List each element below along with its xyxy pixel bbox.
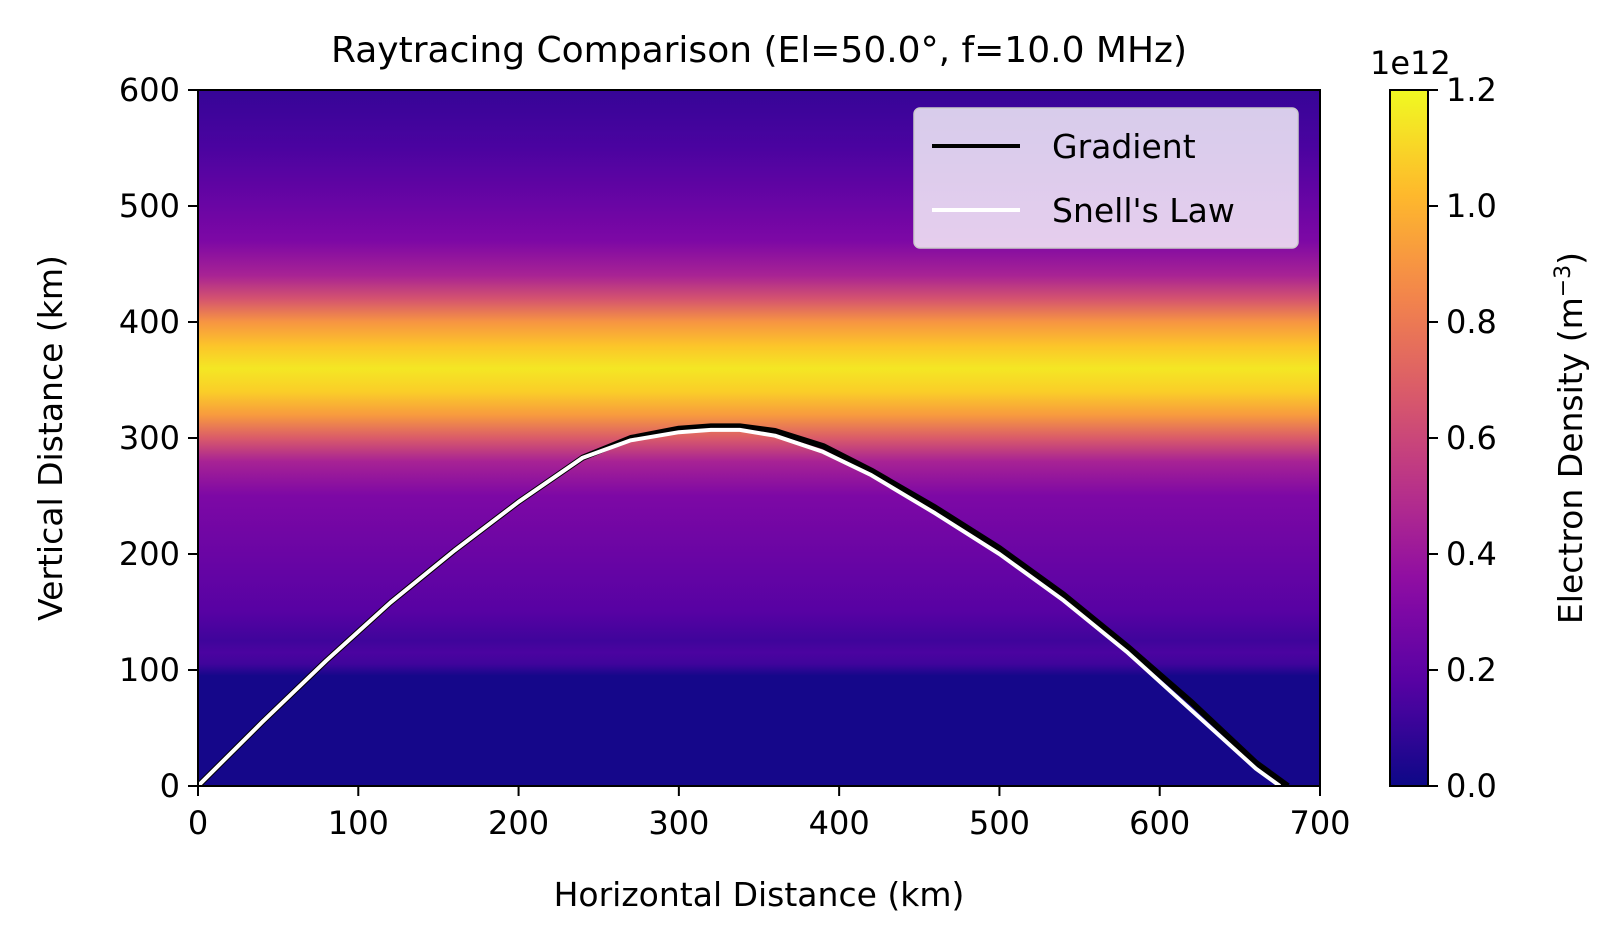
y-axis: 0 100 200 300 400 500 600 (119, 71, 198, 805)
x-tick-label: 300 (648, 804, 709, 842)
colorbar-tick-label: 1.2 (1446, 71, 1497, 109)
legend-label-gradient: Gradient (1052, 127, 1196, 166)
y-axis-label: Vertical Distance (km) (31, 255, 70, 621)
colorbar-tick-label: 0.4 (1446, 535, 1497, 573)
y-tick-label: 0 (160, 767, 180, 805)
colorbar-tick-label: 0.0 (1446, 767, 1497, 805)
colorbar-label-main: Electron Density (m (1551, 297, 1590, 624)
colorbar-label-end: ) (1551, 252, 1590, 265)
legend: Gradient Snell's Law (913, 107, 1299, 249)
x-tick-label: 600 (1129, 804, 1190, 842)
x-tick-label: 700 (1289, 804, 1350, 842)
legend-box (913, 107, 1299, 249)
y-tick-label: 400 (119, 303, 180, 341)
y-tick-label: 300 (119, 419, 180, 457)
y-tick-label: 100 (119, 651, 180, 689)
x-tick-label: 500 (969, 804, 1030, 842)
colorbar-ticks: 0.0 0.2 0.4 0.6 0.8 1.0 1.2 (1428, 71, 1497, 805)
colorbar-strip (1389, 89, 1429, 787)
colorbar: 1e12 0.0 0.2 0.4 0.6 0.8 1.0 1.2 Electron Dens… (1370, 44, 1590, 805)
colorbar-tick-label: 1.0 (1446, 187, 1497, 225)
x-tick-label: 0 (188, 804, 208, 842)
colorbar-multiplier: 1e12 (1370, 44, 1451, 82)
y-tick-label: 500 (119, 187, 180, 225)
colorbar-label-exponent: −3 (1551, 265, 1576, 297)
legend-label-snells-law: Snell's Law (1052, 191, 1235, 230)
colorbar-tick-label: 0.8 (1446, 303, 1497, 341)
x-tick-label: 400 (809, 804, 870, 842)
colorbar-tick-label: 0.6 (1446, 419, 1497, 457)
colorbar-tick-label: 0.2 (1446, 651, 1497, 689)
x-axis-label: Horizontal Distance (km) (554, 875, 965, 914)
chart-title: Raytracing Comparison (El=50.0°, f=10.0 … (331, 30, 1187, 71)
x-axis: 0 100 200 300 400 500 600 700 (188, 786, 1351, 842)
y-tick-label: 200 (119, 535, 180, 573)
series-layer (198, 423, 1290, 786)
x-tick-label: 100 (328, 804, 389, 842)
series-line-snell-s-law (198, 427, 1282, 786)
x-tick-label: 200 (488, 804, 549, 842)
y-tick-label: 600 (119, 71, 180, 109)
colorbar-label: Electron Density (m−3) (1551, 252, 1590, 624)
